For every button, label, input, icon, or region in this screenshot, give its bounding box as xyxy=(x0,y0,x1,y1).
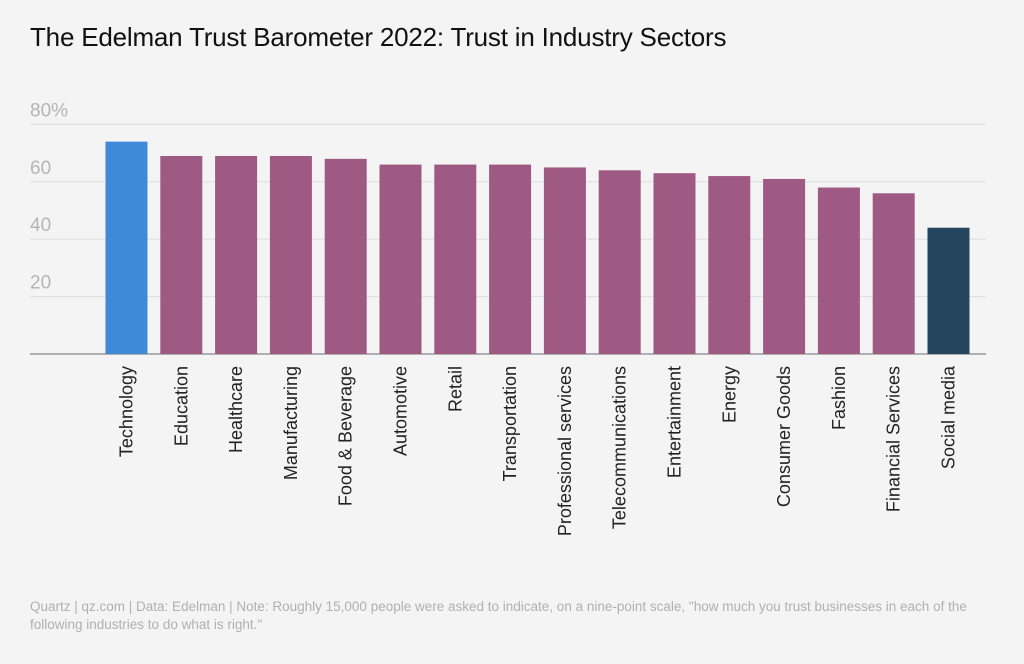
bar-entertainment xyxy=(653,173,696,354)
y-tick-labels: 20 40 60 80% xyxy=(30,100,68,293)
bar-healthcare xyxy=(215,155,258,354)
bars xyxy=(105,141,970,354)
category-label: Consumer Goods xyxy=(774,366,794,507)
bar-education xyxy=(160,155,203,354)
category-label: Financial Services xyxy=(884,366,904,512)
bar-fashion xyxy=(817,187,860,354)
bar-retail xyxy=(434,164,477,354)
y-tick-label: 40 xyxy=(30,215,51,236)
category-label: Fashion xyxy=(829,366,849,430)
category-label: Entertainment xyxy=(665,366,685,478)
y-tick-label: 60 xyxy=(30,158,51,179)
bar-energy xyxy=(708,176,751,354)
bar-telecommunications xyxy=(598,170,641,354)
category-label: Manufacturing xyxy=(281,366,301,480)
bar-automotive xyxy=(379,164,422,354)
category-label: Retail xyxy=(445,366,465,412)
category-label: Technology xyxy=(117,366,137,457)
category-label: Social media xyxy=(939,365,959,469)
y-tick-label: 80% xyxy=(30,100,68,121)
category-label: Automotive xyxy=(391,366,411,456)
bar-consumer-goods xyxy=(763,178,806,354)
bar-manufacturing xyxy=(269,155,312,354)
bar-food-beverage xyxy=(324,158,367,354)
bar-technology xyxy=(105,141,148,354)
category-label: Healthcare xyxy=(226,366,246,453)
category-label: Education xyxy=(171,366,191,446)
category-labels: Technology Education Healthcare Manufacturi… xyxy=(117,365,959,536)
source-note: Quartz | qz.com | Data: Edelman | Note: … xyxy=(30,599,967,632)
category-label: Food & Beverage xyxy=(336,366,356,506)
bar-social-media xyxy=(927,227,970,354)
bar-transportation xyxy=(489,164,532,354)
category-label: Transportation xyxy=(500,366,520,481)
bar-financial-services xyxy=(872,193,915,354)
category-label: Energy xyxy=(719,366,739,423)
bar-chart: 20 40 60 80% Technology Education Healthcare M… xyxy=(30,100,986,536)
y-tick-label: 20 xyxy=(30,273,51,294)
category-label: Professional services xyxy=(555,366,575,536)
chart-title: The Edelman Trust Barometer 2022: Trust … xyxy=(30,22,727,52)
category-label: Telecommunications xyxy=(610,366,630,529)
bar-professional-services xyxy=(543,167,586,354)
